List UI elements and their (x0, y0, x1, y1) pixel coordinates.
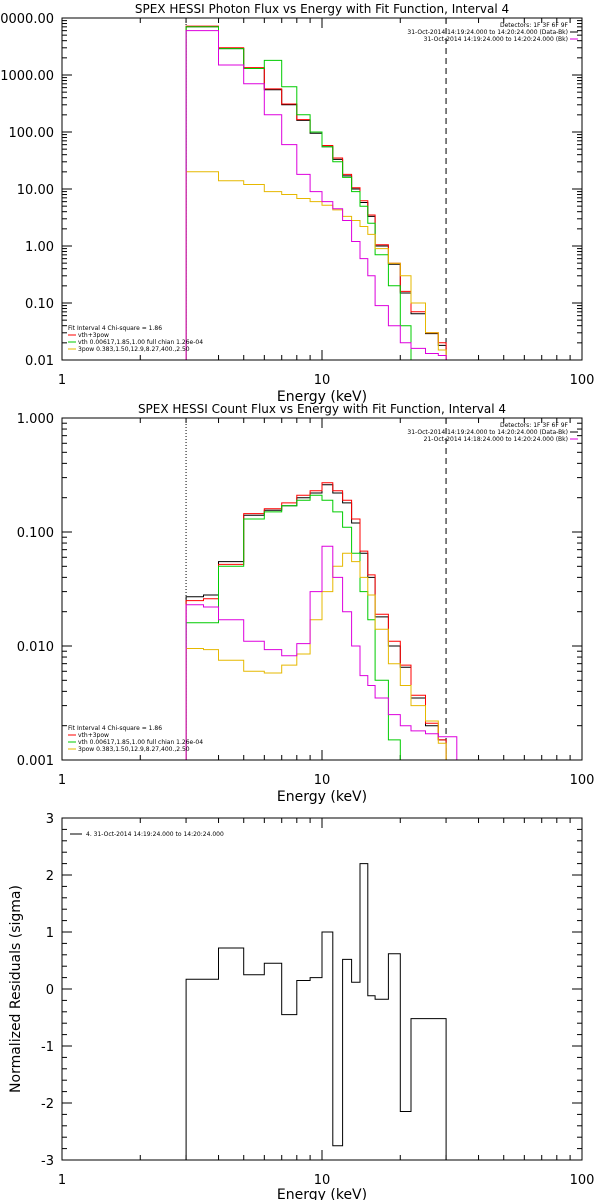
legend-bottom-entry: vth 0.00617,1.85,1.00 full chian 1.26e-0… (78, 339, 203, 346)
series-line-data-bk (185, 484, 457, 760)
y-axis-label: Normalized Residuals (sigma) (8, 885, 24, 1093)
series-line-vth (185, 494, 457, 760)
series-line-bk (185, 30, 447, 360)
y-tick-label: 0 (46, 983, 54, 998)
legend-top-entry: 4. 31-Oct-2014 14:19:24.000 to 14:20:24.… (86, 831, 224, 838)
x-tick-label: 100 (570, 373, 595, 388)
plot-frame (61, 817, 583, 1161)
y-tick-label: 100.00 (9, 126, 55, 141)
series-line-vth-3pow (185, 482, 457, 760)
series-group (185, 863, 447, 1160)
legend-bottom-entry: Fit Interval 4 Chi-square = 1.86 (68, 325, 162, 332)
series-line-3pow (185, 171, 447, 360)
chart-panel-1: SPEX HESSI Photon Flux vs Energy with Fi… (0, 2, 594, 405)
legend-top-entry: Detectors: 1F 3F 6F 9F (500, 422, 569, 429)
legend-bottom-entry: 3pow 0.383,1.50,12.9,8.27,400.,2.50 (78, 746, 190, 753)
plot-frame (61, 417, 583, 761)
x-tick-label: 10 (314, 1173, 331, 1188)
x-tick-label: 100 (570, 773, 595, 788)
series-line-vth (185, 26, 447, 360)
x-tick-label: 1 (58, 773, 66, 788)
y-tick-label: 0.001 (17, 754, 54, 769)
series-group (185, 482, 458, 760)
chart-title: SPEX HESSI Count Flux vs Energy with Fit… (138, 402, 506, 416)
x-tick-label: 1 (58, 1173, 66, 1188)
y-tick-label: 0.10 (25, 297, 54, 312)
x-tick-label: 10 (314, 773, 331, 788)
plot-frame (61, 17, 583, 361)
y-tick-label: 10.00 (17, 183, 54, 198)
y-tick-label: 1 (46, 926, 54, 941)
legend-bottom-entry: vth+3pow (78, 332, 109, 339)
legend-bottom-entry: vth 0.00617,1.85,1.00 full chian 1.26e-0… (78, 739, 203, 746)
x-axis-ticks (61, 18, 571, 360)
x-axis-label: Energy (keV) (277, 389, 367, 405)
y-axis-ticks (62, 817, 582, 1161)
legend-top-entry: 21-Oct-2014 14:18:24.000 to 14:20:24.000… (424, 436, 568, 443)
y-tick-label: 3 (46, 812, 54, 827)
y-axis-ticks (62, 17, 582, 361)
x-tick-label: 1 (58, 373, 66, 388)
x-axis-label: Energy (keV) (277, 1187, 367, 1200)
series-line-bk (185, 545, 458, 760)
x-tick-label: 100 (570, 1173, 595, 1188)
x-axis-label: Energy (keV) (277, 789, 367, 805)
y-tick-label: 1.00 (25, 240, 54, 255)
y-tick-label: 0.01 (25, 354, 54, 369)
series-line-vth-3pow (185, 25, 447, 360)
legend-top-entry: 31-Oct-2014 14:19:24.000 to 14:20:24.000… (424, 36, 568, 43)
legend-bottom-entry: vth+3pow (78, 732, 109, 739)
chart-title: SPEX HESSI Photon Flux vs Energy with Fi… (135, 2, 509, 16)
legend-top-entry: 31-Oct-2014 14:19:24.000 to 14:20:24.000… (407, 429, 568, 436)
series-line-3pow (185, 552, 457, 760)
y-tick-label: -3 (41, 1154, 54, 1169)
y-tick-label: 10000.00 (0, 12, 54, 27)
legend-bottom-entry: 3pow 0.383,1.50,12.9,8.27,400.,2.50 (78, 346, 190, 353)
y-tick-label: -2 (41, 1097, 54, 1112)
y-tick-label: 1000.00 (0, 69, 54, 84)
series-line-data-bk (185, 26, 447, 360)
y-tick-label: 1.000 (17, 412, 54, 427)
y-tick-label: 0.100 (17, 526, 54, 541)
series-group (185, 25, 447, 360)
legend-top-entry: 31-Oct-2014 14:19:24.000 to 14:20:24.000… (407, 29, 568, 36)
series-line-residuals (185, 863, 447, 1160)
legend-bottom-entry: Fit Interval 4 Chi-square = 1.86 (68, 725, 162, 732)
x-axis-ticks (61, 818, 571, 1160)
y-tick-label: 0.010 (17, 640, 54, 655)
legend-top-entry: Detectors: 1F 3F 6F 9F (500, 22, 569, 29)
y-tick-label: 2 (46, 869, 54, 884)
chart-panel-2: SPEX HESSI Count Flux vs Energy with Fit… (17, 402, 595, 805)
x-tick-label: 10 (314, 373, 331, 388)
x-axis-ticks (61, 418, 571, 760)
y-tick-label: -1 (41, 1040, 54, 1055)
